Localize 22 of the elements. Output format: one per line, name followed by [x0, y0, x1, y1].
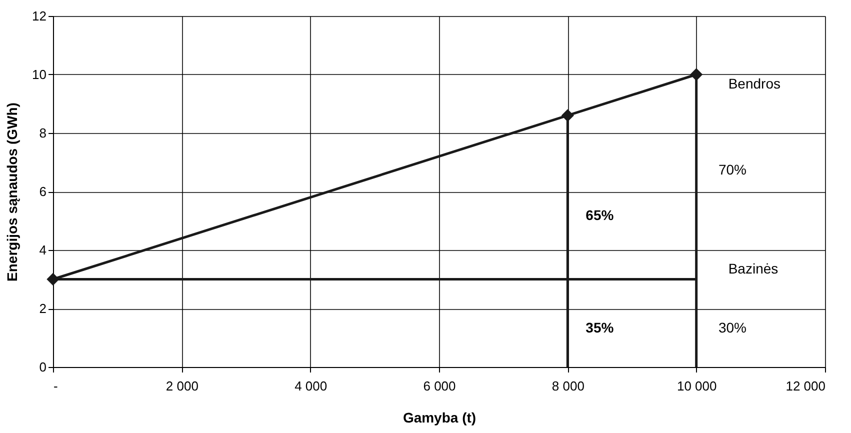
annotation: 30%: [718, 319, 746, 336]
y-tick-label: 2: [39, 301, 46, 316]
y-axis-title: Energijos sąnaudos (GWh): [4, 102, 20, 282]
annotation: 65%: [586, 207, 614, 224]
x-tick-label: 10 000: [676, 378, 717, 394]
annotation: 35%: [586, 319, 614, 336]
x-tick-label: 4 000: [294, 378, 328, 394]
x-tick-label: 6 000: [423, 378, 456, 394]
x-axis-title: Gamyba (t): [402, 410, 476, 426]
y-tick-label: 10: [32, 67, 46, 82]
annotation: 70%: [718, 161, 746, 178]
y-tick-label: 0: [39, 360, 46, 374]
y-tick-label: 12: [32, 8, 46, 24]
text: Bazinės: [728, 260, 778, 276]
x-tick-label: 2 000: [166, 378, 198, 394]
x-tick-label: 8 000: [552, 378, 584, 394]
series-label: Bendros: [728, 76, 780, 92]
x-tick-label: 12 000: [786, 378, 826, 394]
y-tick-label: 6: [39, 184, 46, 199]
y-tick-label: 8: [39, 126, 46, 140]
x-tick-label: -: [54, 378, 58, 394]
y-tick-label: 4: [39, 242, 46, 258]
